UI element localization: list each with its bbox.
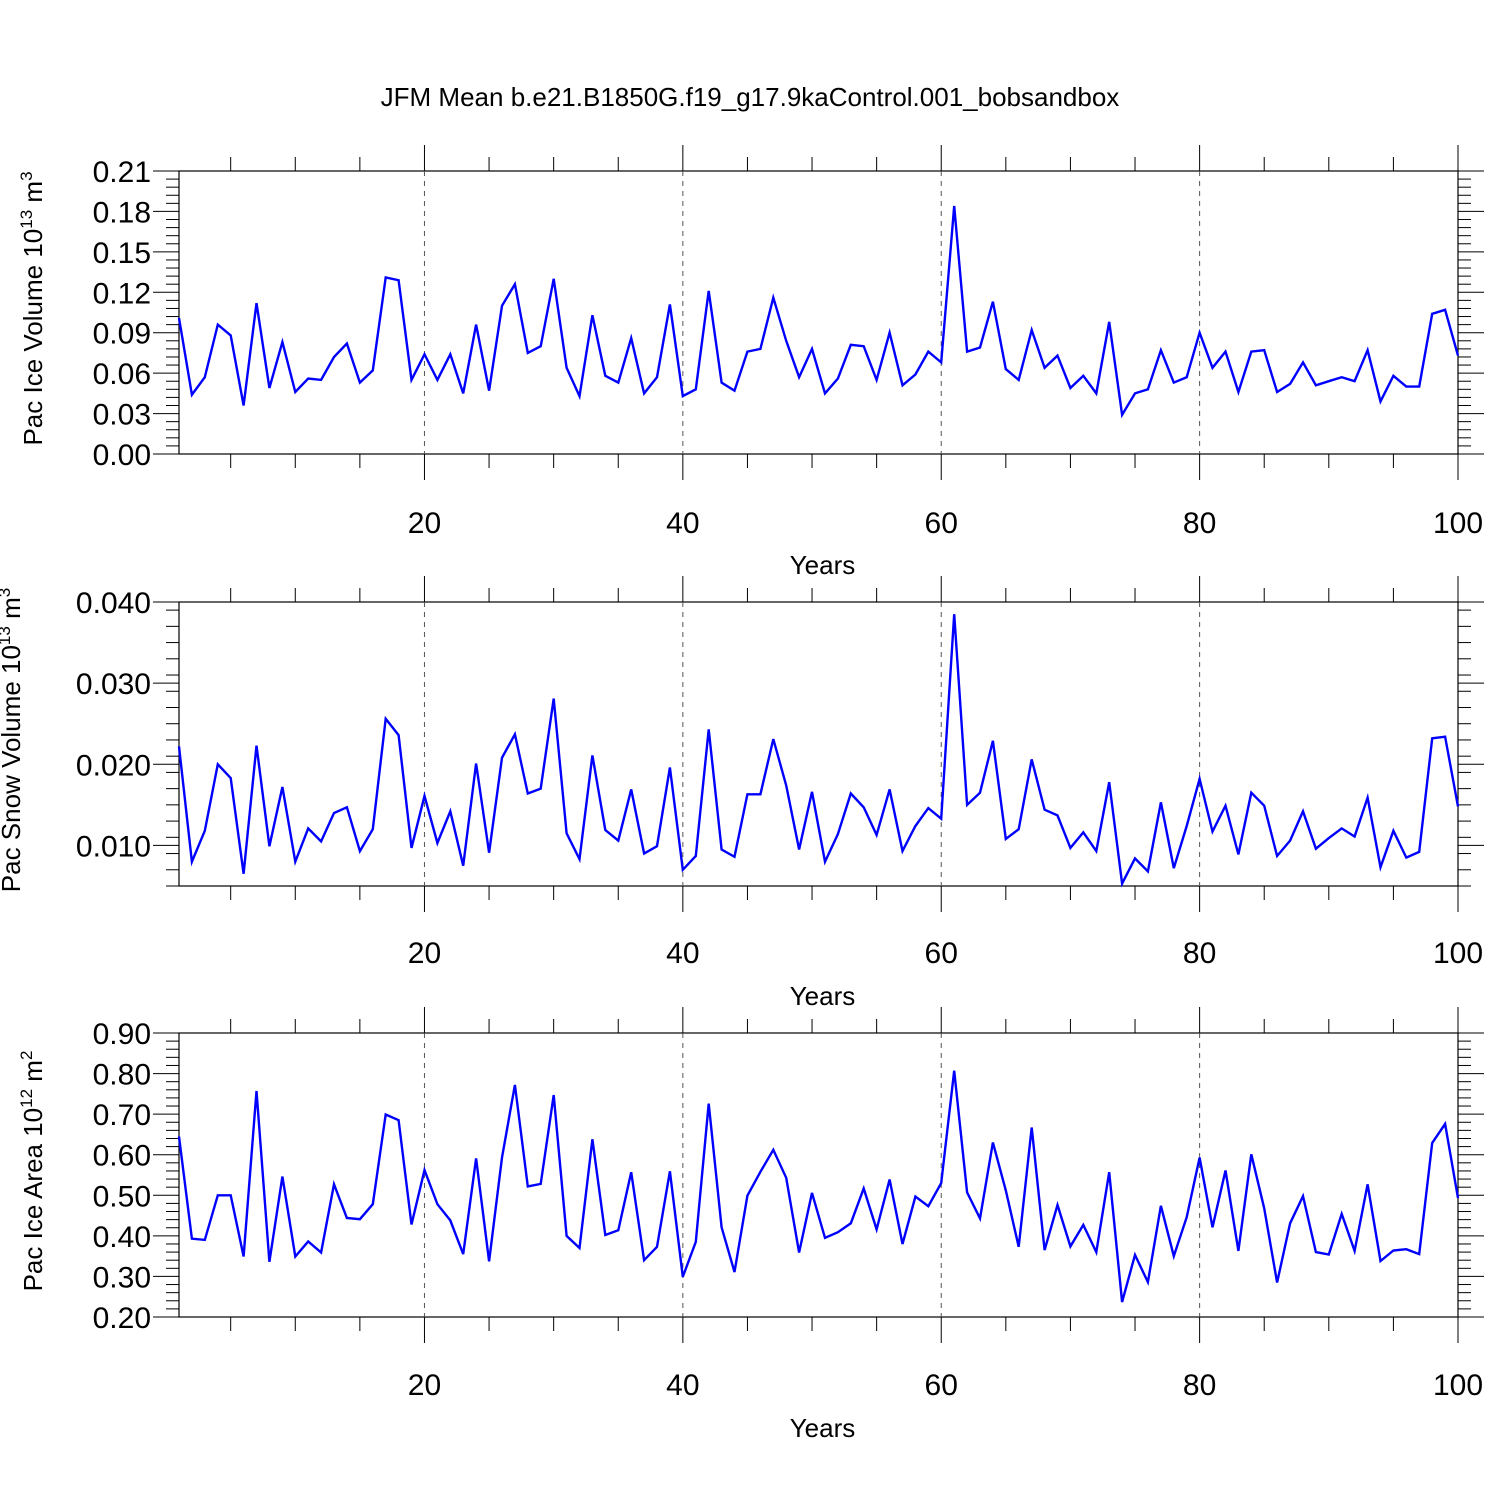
x-tick-label: 40 (666, 507, 699, 540)
y-tick-label: 0.18 (93, 196, 151, 229)
y-tick-label: 0.40 (93, 1221, 151, 1254)
y-axis-label-part: 13 (17, 210, 36, 229)
chart-title: JFM Mean b.e21.B1850G.f19_g17.9kaControl… (381, 82, 1120, 112)
x-tick-label: 60 (925, 937, 958, 970)
panel-2: 20 40 60 80 100 0.010 0.020 0.030 0.040 Years Pac … (0, 576, 1484, 1011)
y-axis-label-part: 2 (17, 1051, 36, 1060)
x-tick-label: 40 (666, 937, 699, 970)
y-tick-label: 0.09 (93, 318, 151, 351)
x-tick-label: 100 (1433, 1369, 1483, 1402)
y-tick-label: 0.03 (93, 399, 151, 432)
x-tick-label: 20 (408, 507, 441, 540)
y-axis-label-part: Pac Ice Volume 10 (18, 229, 48, 446)
y-axis-label-part: Pac Ice Area 10 (18, 1108, 48, 1292)
x-tick-label: 40 (666, 1369, 699, 1402)
y-tick-label: 0.21 (93, 156, 151, 189)
y-tick-label: 0.020 (76, 749, 151, 782)
y-axis-label-part: m (0, 597, 26, 626)
y-tick-label: 0.30 (93, 1261, 151, 1294)
y-axis-label: Pac Snow Volume 1013 m3 (0, 588, 26, 892)
x-axis-label: Years (790, 1413, 856, 1443)
x-tick-label: 100 (1433, 937, 1483, 970)
y-tick-label: 0.040 (76, 587, 151, 620)
y-axis-label-part: m (18, 181, 48, 210)
series-line (177, 205, 1460, 419)
x-tick-label: 80 (1183, 1369, 1216, 1402)
x-tick-label: 100 (1433, 507, 1483, 540)
y-tick-label: 0.60 (93, 1140, 151, 1173)
x-axis-label: Years (790, 981, 856, 1011)
y-tick-label: 0.90 (93, 1018, 151, 1051)
plot-frame (178, 601, 1459, 887)
y-axis-label-part: Pac Snow Volume 10 (0, 645, 26, 892)
plot-frame (178, 170, 1459, 455)
x-tick-label: 60 (925, 1369, 958, 1402)
x-tick-label: 80 (1183, 937, 1216, 970)
y-axis-label-part: 12 (17, 1089, 36, 1108)
panel-1: 20 40 60 80 100 0.00 0.03 0.06 0.09 0.12 0.15 0.18 0… (17, 145, 1484, 580)
series-line (177, 1070, 1460, 1303)
panel-3: 20 40 60 80 100 0.20 0.30 0.40 0.50 0.60 0.70 0.80 0… (17, 1007, 1484, 1443)
y-axis-label-part: 3 (17, 171, 36, 180)
x-tick-label: 20 (408, 937, 441, 970)
y-axis-label: Pac Ice Area 1012 m2 (17, 1051, 48, 1292)
y-tick-label: 0.80 (93, 1059, 151, 1092)
y-tick-label: 0.20 (93, 1302, 151, 1335)
plot-frame (178, 1032, 1459, 1318)
x-tick-label: 20 (408, 1369, 441, 1402)
y-axis-label-part: m (18, 1060, 48, 1089)
y-tick-label: 0.12 (93, 277, 151, 310)
y-tick-label: 0.70 (93, 1099, 151, 1132)
x-tick-label: 60 (925, 507, 958, 540)
y-axis-label-part: 13 (0, 626, 14, 645)
y-tick-label: 0.50 (93, 1180, 151, 1213)
y-tick-label: 0.00 (93, 439, 151, 472)
y-tick-label: 0.15 (93, 237, 151, 270)
x-axis-label: Years (790, 550, 856, 580)
x-tick-label: 80 (1183, 507, 1216, 540)
y-axis-label-part: 3 (0, 588, 14, 597)
y-tick-label: 0.010 (76, 830, 151, 863)
y-tick-label: 0.030 (76, 668, 151, 701)
series-line (177, 614, 1460, 888)
y-axis-label: Pac Ice Volume 1013 m3 (17, 171, 48, 445)
y-tick-label: 0.06 (93, 358, 151, 391)
